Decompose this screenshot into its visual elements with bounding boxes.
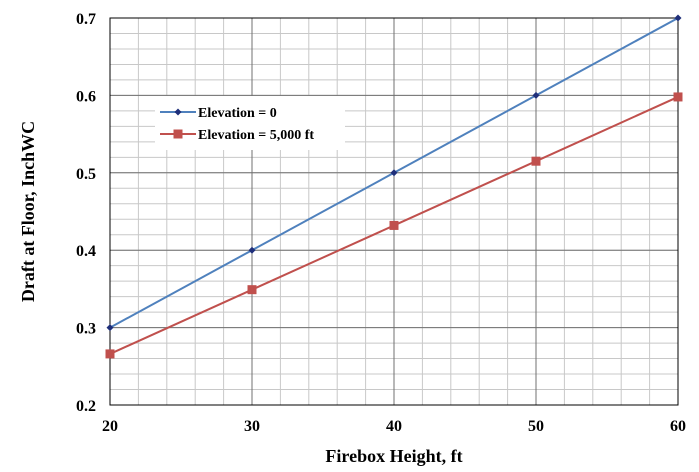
series-1-point (105, 349, 115, 359)
series-0-point (248, 246, 256, 254)
legend-marker-elevation-5000 (173, 129, 183, 139)
series-1-point (531, 156, 541, 166)
x-axis-title: Firebox Height, ft (325, 446, 462, 466)
y-tick-label: 0.4 (76, 243, 96, 260)
legend-label-elevation-5000: Elevation = 5,000 ft (198, 128, 314, 143)
series-1-point (673, 92, 683, 102)
series-layer (105, 14, 683, 359)
legend: Elevation = 0 Elevation = 5,000 ft (155, 96, 345, 150)
y-tick-label: 0.7 (76, 11, 96, 28)
y-tick-label: 0.5 (76, 166, 96, 183)
series-1-point (247, 285, 257, 295)
series-0-point (390, 169, 398, 177)
x-tick-label: 30 (244, 418, 260, 435)
legend-box (155, 96, 345, 150)
y-tick-label: 0.6 (76, 88, 96, 105)
x-tick-label: 20 (102, 418, 118, 435)
legend-item-elevation-0: Elevation = 0 (160, 106, 277, 121)
y-tick-label: 0.2 (76, 398, 96, 415)
y-axis-tick-labels: 0.2 0.3 0.4 0.5 0.6 0.7 (76, 11, 96, 415)
x-tick-label: 60 (670, 418, 686, 435)
series-0-point (674, 14, 682, 22)
legend-marker-elevation-0 (174, 108, 182, 116)
y-tick-label: 0.3 (76, 321, 96, 338)
legend-label-elevation-0: Elevation = 0 (198, 106, 277, 121)
x-tick-label: 40 (386, 418, 402, 435)
y-axis-title: Draft at Floor, InchWC (18, 121, 38, 302)
series-0-point (106, 324, 114, 332)
series-0-point (532, 91, 540, 99)
legend-item-elevation-5000: Elevation = 5,000 ft (160, 128, 314, 143)
series-1-point (389, 220, 399, 230)
plot-area-border (109, 17, 679, 406)
x-axis-tick-labels: 20 30 40 50 60 (102, 418, 686, 435)
x-tick-label: 50 (528, 418, 544, 435)
